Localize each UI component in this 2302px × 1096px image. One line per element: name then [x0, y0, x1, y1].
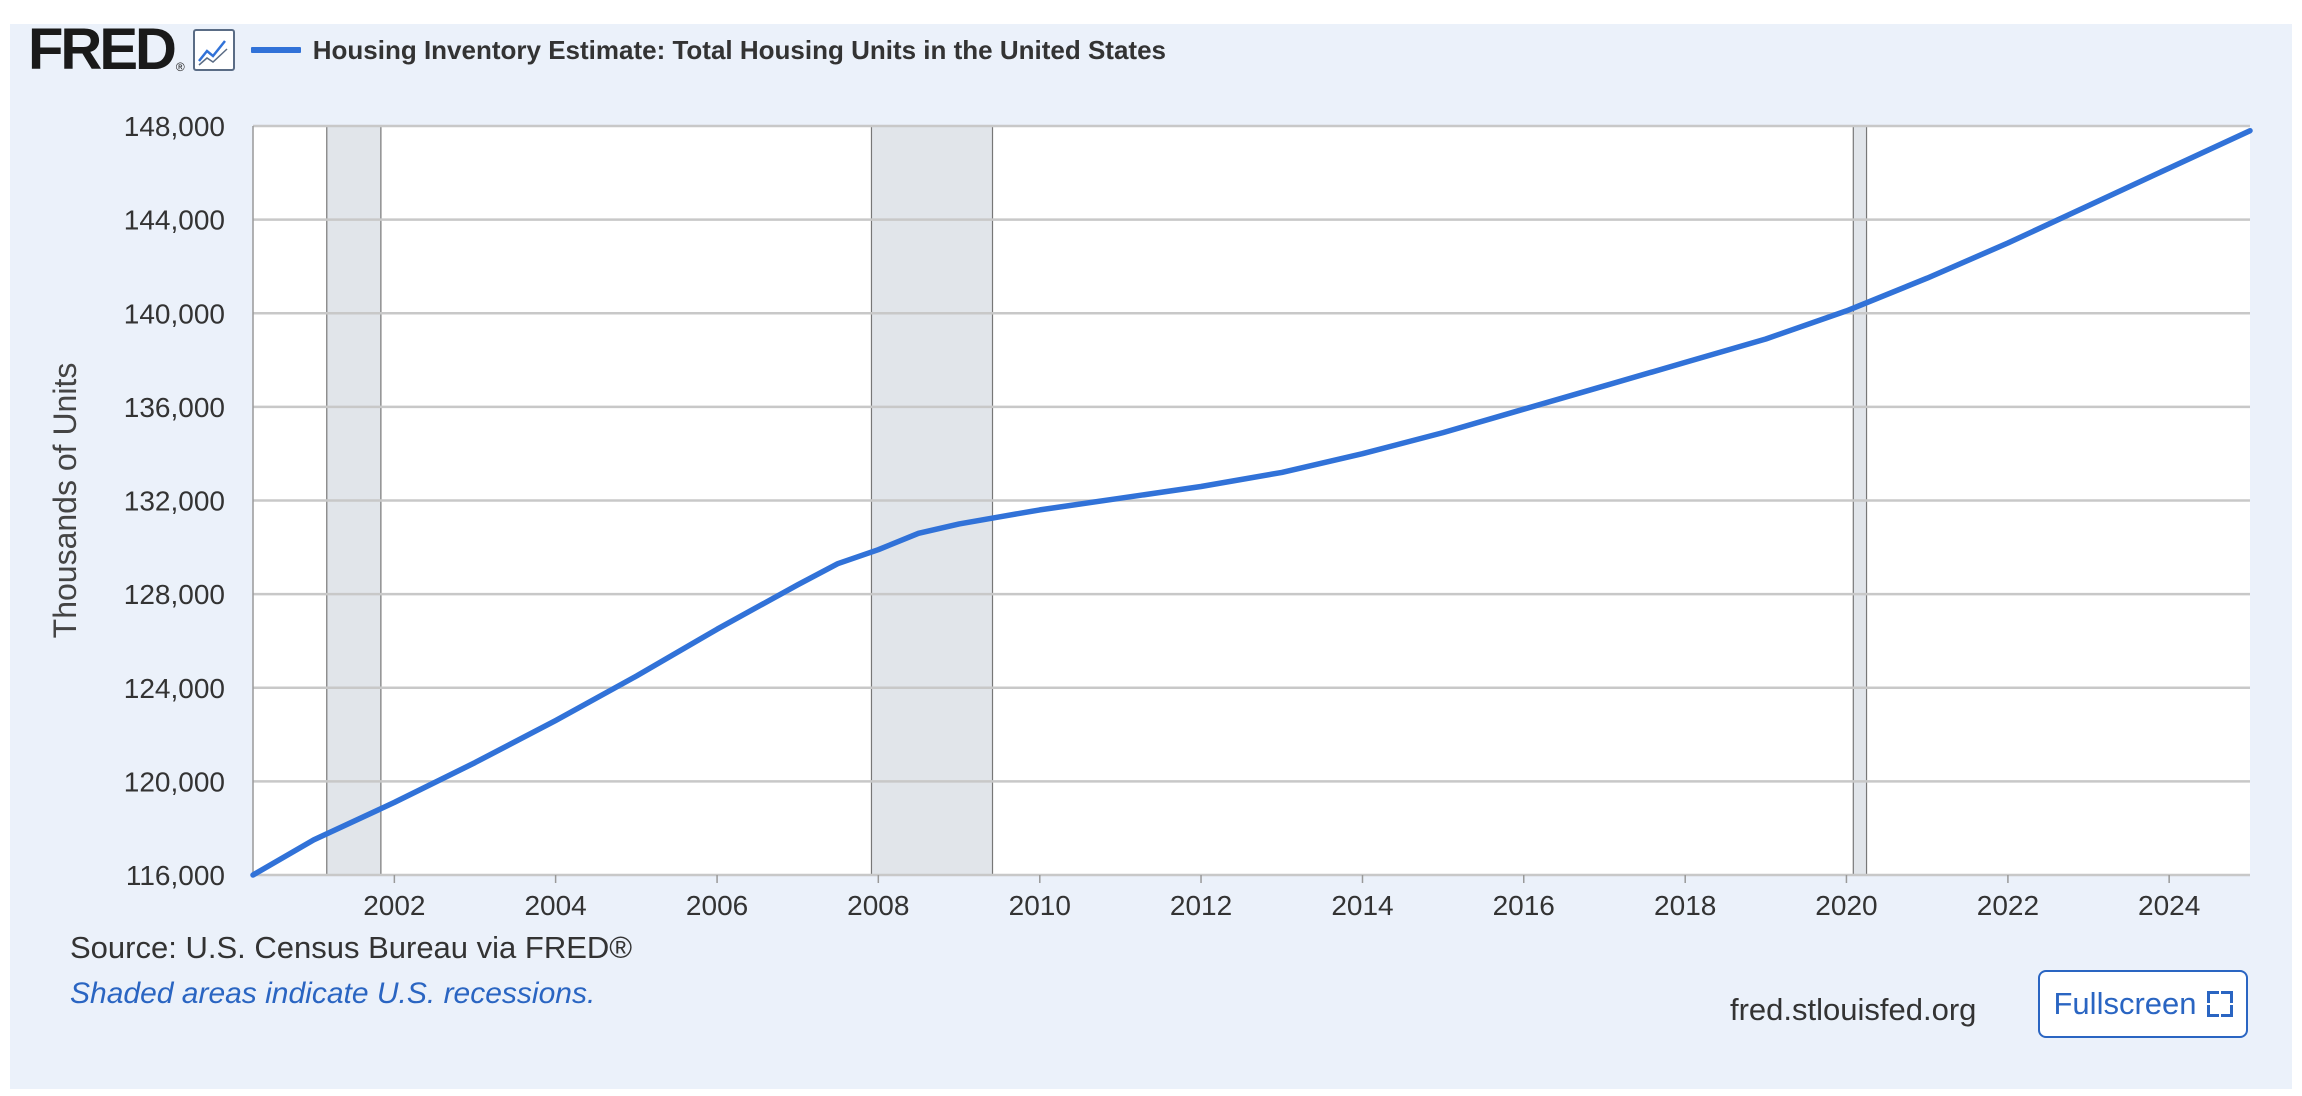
y-tick-label: 128,000	[124, 579, 225, 610]
x-tick-label: 2012	[1170, 890, 1232, 920]
logo-registered-mark: ®	[175, 60, 185, 74]
series-line	[250, 127, 2253, 878]
legend-label: Housing Inventory Estimate: Total Housin…	[312, 34, 1166, 65]
x-tick-label: 2008	[847, 890, 909, 920]
x-tick-label: 2014	[1331, 890, 1393, 920]
y-tick-label: 140,000	[124, 298, 225, 329]
y-tick-label: 136,000	[124, 392, 225, 423]
x-tick-label: 2020	[1815, 890, 1877, 920]
x-tick-label: 2004	[524, 890, 586, 920]
y-tick-label: 144,000	[124, 205, 225, 236]
site-url[interactable]: fred.stlouisfed.org	[1730, 992, 1977, 1027]
x-tick-label: 2010	[1009, 890, 1071, 920]
fullscreen-button[interactable]: Fullscreen	[2038, 970, 2248, 1038]
x-tick-label: 2022	[1977, 890, 2039, 920]
source-text: Source: U.S. Census Bureau via FRED®	[70, 930, 633, 965]
y-tick-label: 148,000	[124, 111, 225, 142]
y-tick-label: 124,000	[124, 673, 225, 704]
x-tick-label: 2002	[363, 890, 425, 920]
line-chart: 116,000 120,000 124,000 128,000 132,000 136,0…	[47, 111, 2253, 920]
x-tick-label: 2016	[1493, 890, 1555, 920]
y-tick-label: 116,000	[126, 860, 225, 891]
y-tick-label: 120,000	[124, 766, 225, 797]
legend-swatch	[250, 47, 301, 53]
fullscreen-label: Fullscreen	[2053, 986, 2197, 1021]
y-tick-label: 132,000	[124, 486, 225, 517]
recession-note: Shaded areas indicate U.S. recessions.	[70, 977, 596, 1010]
x-tick-label: 2024	[2138, 890, 2200, 920]
chart-header: FRED ® Housing Inventory Estimate: Total…	[28, 20, 1166, 80]
x-tick-label: 2006	[686, 890, 748, 920]
expand-icon	[2206, 991, 2233, 1017]
fred-logo[interactable]: FRED	[28, 17, 177, 82]
x-tick-label: 2018	[1654, 890, 1716, 920]
chart-line-icon[interactable]	[192, 29, 235, 71]
y-axis-label: Thousands of Units	[47, 363, 83, 639]
